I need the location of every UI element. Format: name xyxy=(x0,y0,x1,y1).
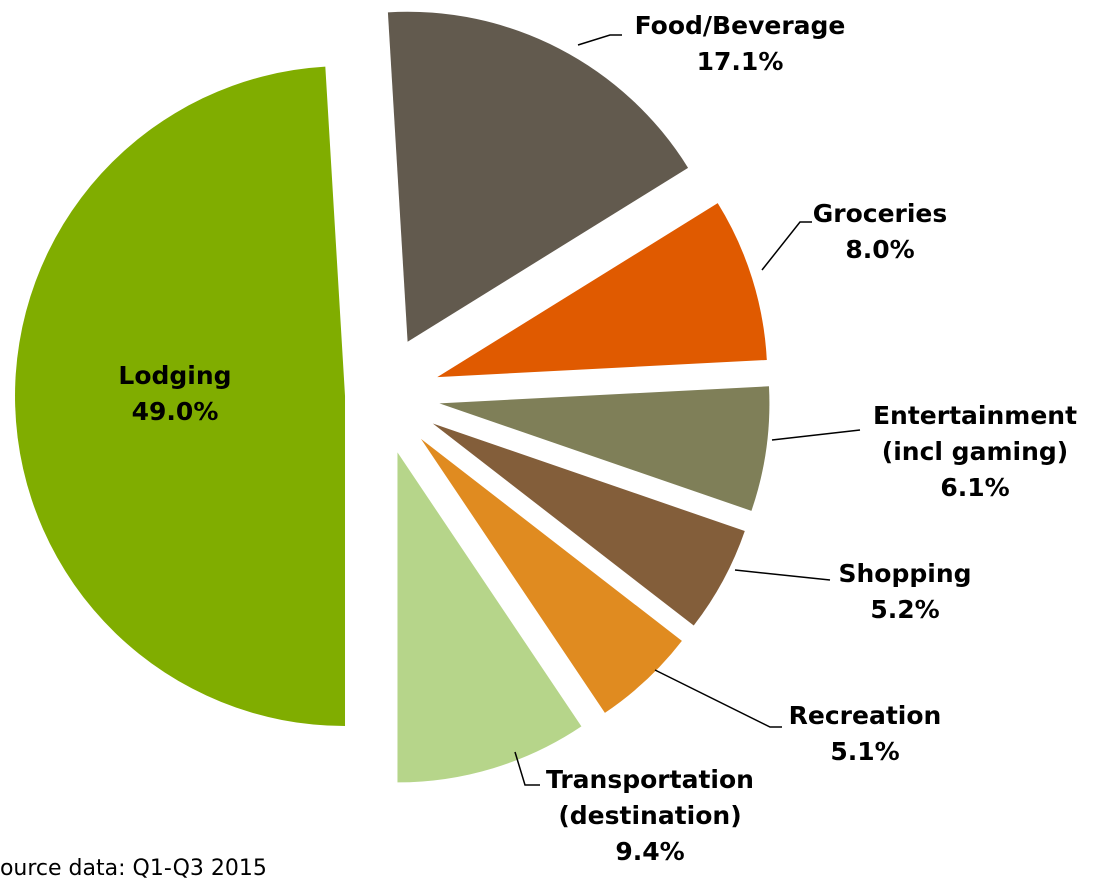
pie-slice xyxy=(432,423,745,626)
slice-label: Shopping 5.2% xyxy=(838,556,971,628)
slice-label: Groceries 8.0% xyxy=(813,196,948,268)
pie-slice xyxy=(15,66,346,727)
slice-label: Transportation (destination) 9.4% xyxy=(546,762,754,870)
category-label: Transportation (destination) xyxy=(546,765,754,830)
category-label: Food/Beverage xyxy=(634,11,846,40)
leader-line xyxy=(577,34,622,46)
leader-line xyxy=(514,751,540,786)
slice-label: Entertainment (incl gaming) 6.1% xyxy=(873,398,1077,506)
value-label: 6.1% xyxy=(940,473,1010,502)
category-label: Recreation xyxy=(788,701,942,730)
slice-label: Lodging 49.0% xyxy=(118,358,231,430)
pie-slice xyxy=(420,438,682,713)
slice-label: Food/Beverage 17.1% xyxy=(635,8,846,80)
source-note: Source data: Q1-Q3 2015 xyxy=(0,856,267,881)
slice-label: Recreation 5.1% xyxy=(789,698,942,770)
leader-line xyxy=(654,669,782,728)
value-label: 9.4% xyxy=(615,837,685,866)
leader-line xyxy=(761,221,812,271)
value-label: 5.1% xyxy=(830,737,900,766)
pie-slice xyxy=(387,11,689,342)
category-label: Entertainment (incl gaming) xyxy=(872,401,1078,466)
pie-slice xyxy=(397,452,582,783)
leader-line xyxy=(734,569,831,581)
category-label: Groceries xyxy=(812,199,948,228)
value-label: 5.2% xyxy=(870,595,940,624)
value-label: 8.0% xyxy=(845,235,915,264)
category-label: Shopping xyxy=(838,559,972,588)
value-label: 49.0% xyxy=(131,397,219,426)
leader-line xyxy=(771,429,861,441)
pie-slice xyxy=(439,386,770,511)
value-label: 17.1% xyxy=(696,47,784,76)
category-label: Lodging xyxy=(118,361,232,390)
pie-slice xyxy=(437,203,767,378)
